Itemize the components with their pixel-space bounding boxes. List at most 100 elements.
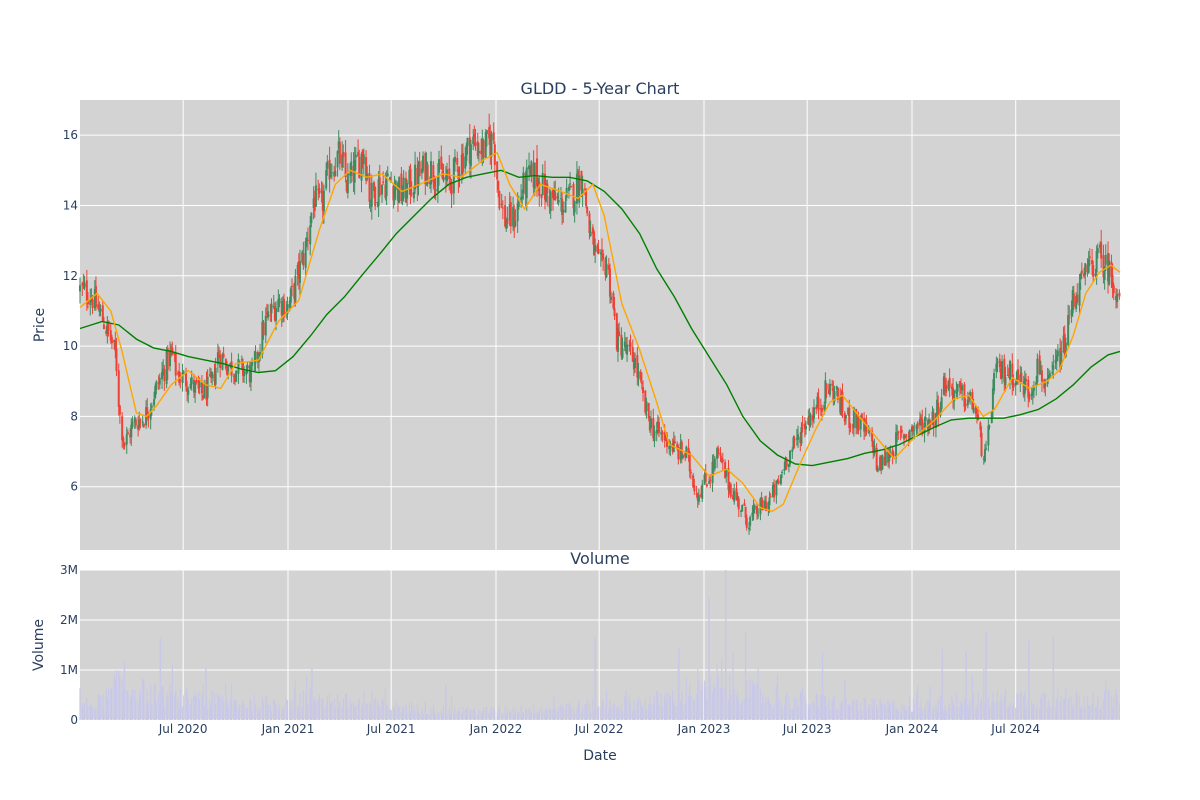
candle-body <box>338 142 341 164</box>
candle-body <box>243 371 246 377</box>
candle-body <box>141 421 144 423</box>
candle-body <box>229 362 232 367</box>
volume-bar <box>1073 704 1075 720</box>
candle-body <box>873 445 876 454</box>
candle-body <box>472 136 475 145</box>
candle-body <box>211 371 214 379</box>
candle-body <box>322 190 325 212</box>
candle-body <box>198 382 201 388</box>
short-moving-average-line <box>79 151 1121 513</box>
candle-body <box>269 314 272 316</box>
volume-bar <box>665 698 667 720</box>
volume-bar <box>446 714 448 720</box>
candle-body <box>982 458 985 460</box>
volume-bar <box>1016 692 1018 720</box>
candle-body <box>433 178 436 187</box>
volume-bar <box>637 697 640 720</box>
volume-bar <box>903 704 905 720</box>
candle-body <box>942 376 945 395</box>
candle-body <box>811 415 814 421</box>
volume-bar <box>933 707 935 720</box>
candle-body <box>366 173 369 179</box>
volume-bar <box>833 696 836 720</box>
volume-bar <box>534 713 536 720</box>
volume-y-axis: 0 1M 2M 3M <box>60 563 78 727</box>
volume-bar <box>195 696 197 720</box>
candle-body <box>512 207 515 227</box>
volume-bar <box>1083 696 1085 720</box>
candle-body <box>593 231 596 256</box>
volume-bar <box>528 708 530 720</box>
volume-bar <box>980 698 983 720</box>
volume-bar <box>788 697 790 720</box>
candle-body <box>296 264 299 276</box>
volume-spike-bar <box>708 597 710 720</box>
volume-bar <box>781 709 783 720</box>
candle-body <box>540 194 543 199</box>
candle-body <box>385 179 388 196</box>
candle-body <box>793 439 796 441</box>
volume-bar <box>971 675 974 720</box>
volume-bar <box>315 702 317 720</box>
volume-bar <box>936 709 938 720</box>
candle-body <box>761 500 764 511</box>
volume-bar <box>995 701 997 720</box>
candle-body <box>417 163 420 187</box>
price-y-tick-label: 12 <box>63 269 78 283</box>
volume-bar <box>979 701 981 720</box>
candle-body <box>82 282 85 285</box>
volume-bar <box>194 692 196 720</box>
volume-bar <box>424 701 426 720</box>
candle-body <box>1052 364 1055 370</box>
candle-body <box>1040 370 1043 382</box>
volume-bar <box>521 711 523 720</box>
candle-body <box>157 382 160 384</box>
volume-bar <box>470 709 472 720</box>
volume-bar <box>98 694 100 720</box>
candle-body <box>107 320 110 331</box>
candle-body <box>743 503 746 506</box>
volume-bar <box>1084 707 1086 720</box>
volume-bar <box>963 700 966 720</box>
volume-bar <box>584 704 586 720</box>
candle-body <box>983 449 986 462</box>
candle-body <box>381 184 384 195</box>
candle-body <box>321 192 324 211</box>
volume-bar <box>804 694 806 720</box>
volume-bar <box>820 694 822 720</box>
candle-body <box>473 134 476 139</box>
volume-bar <box>618 706 620 720</box>
candle-body <box>522 172 525 194</box>
volume-bar <box>322 698 324 720</box>
candle-body <box>521 196 524 200</box>
candle-body <box>1104 254 1107 265</box>
volume-bar <box>629 702 632 720</box>
volume-bar <box>403 708 405 720</box>
volume-bar <box>1057 689 1059 720</box>
volume-bar <box>920 698 922 720</box>
volume-bar <box>510 711 512 720</box>
volume-bar <box>330 702 332 720</box>
candle-body <box>977 414 980 421</box>
volume-spike-bar <box>965 651 967 720</box>
candle-body <box>528 165 531 170</box>
candle-body <box>712 460 715 467</box>
volume-bar <box>82 707 85 720</box>
volume-bar <box>94 707 96 720</box>
volume-spike-bar <box>311 667 313 720</box>
volume-bar <box>923 708 926 720</box>
candle-body <box>277 299 280 312</box>
volume-bar <box>357 701 359 720</box>
volume-bar <box>849 705 852 720</box>
candle-body <box>488 127 491 139</box>
candle-body <box>745 517 748 528</box>
volume-bar <box>792 707 795 720</box>
candle-body <box>517 201 520 207</box>
volume-bar <box>398 706 400 720</box>
candle-body <box>265 312 268 315</box>
volume-bar <box>703 680 706 720</box>
candle-body <box>569 183 572 185</box>
candle-body <box>169 349 172 367</box>
candle-body <box>497 180 500 191</box>
